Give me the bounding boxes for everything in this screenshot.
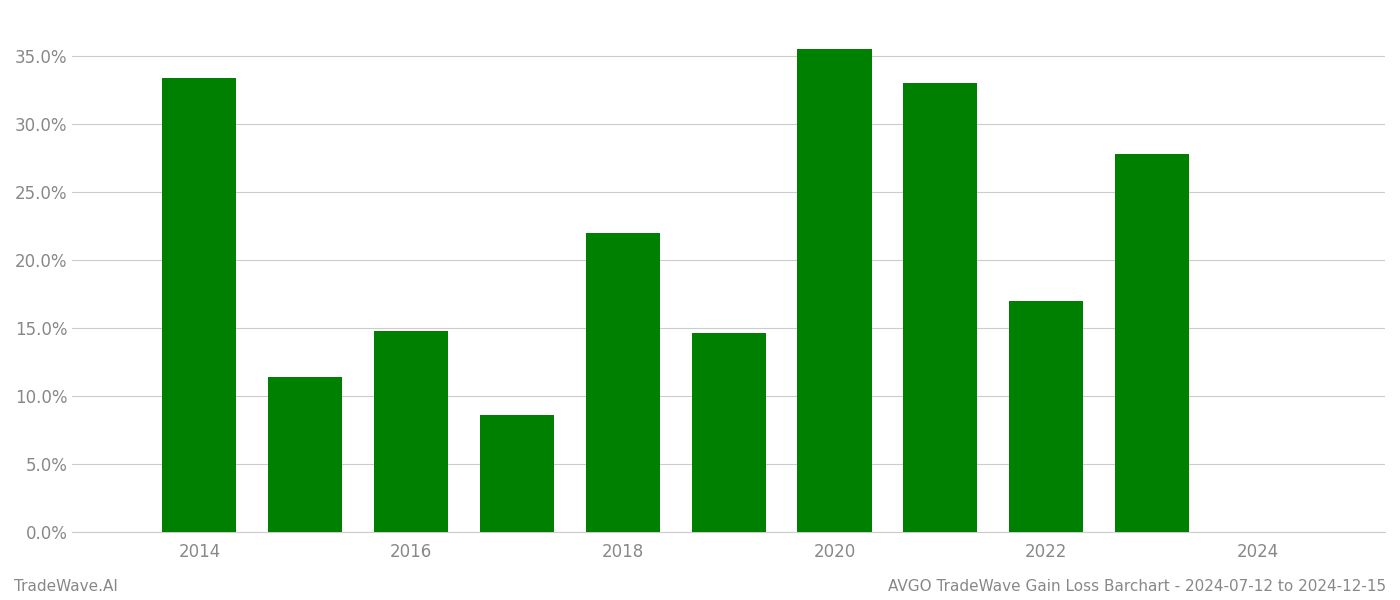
Bar [162, 77, 237, 532]
Bar [480, 415, 554, 532]
Bar [374, 331, 448, 532]
Text: AVGO TradeWave Gain Loss Barchart - 2024-07-12 to 2024-12-15: AVGO TradeWave Gain Loss Barchart - 2024… [888, 579, 1386, 594]
Bar [798, 49, 872, 532]
Bar [585, 233, 659, 532]
Bar [1114, 154, 1189, 532]
Bar [903, 83, 977, 532]
Text: TradeWave.AI: TradeWave.AI [14, 579, 118, 594]
Bar [692, 333, 766, 532]
Bar [269, 377, 342, 532]
Bar [1009, 301, 1084, 532]
